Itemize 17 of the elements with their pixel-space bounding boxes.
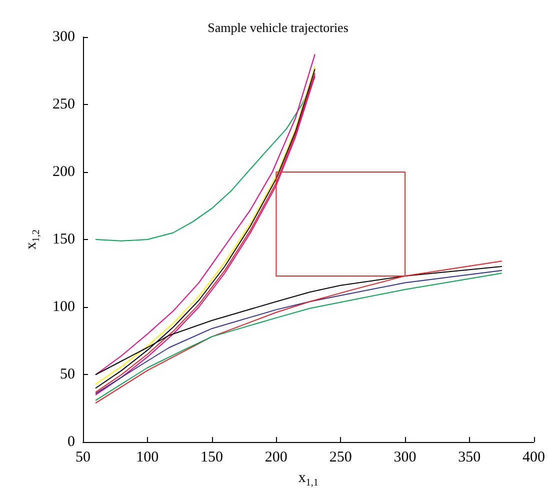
x-tick-label: 200 bbox=[264, 450, 288, 466]
y-tick-label: 200 bbox=[52, 164, 75, 180]
x-tick-label: 400 bbox=[522, 450, 545, 466]
y-tick-label: 300 bbox=[52, 29, 75, 45]
x-tick-label: 300 bbox=[394, 450, 416, 466]
y-tick-label: 100 bbox=[52, 299, 75, 315]
x-tick-label: 350 bbox=[458, 450, 481, 466]
x-tick-label: 50 bbox=[76, 450, 90, 466]
x-tick-label: 100 bbox=[136, 450, 159, 466]
y-axis-title: x1,2 bbox=[24, 230, 42, 250]
y-tick-label: 50 bbox=[60, 366, 75, 382]
y-tick-label: 250 bbox=[52, 96, 75, 112]
y-tick-label: 0 bbox=[68, 434, 75, 450]
y-tick-label: 150 bbox=[52, 232, 75, 248]
x-tick-label: 250 bbox=[329, 450, 352, 466]
chart-title: Sample vehicle trajectories bbox=[208, 20, 348, 35]
x-tick-label: 150 bbox=[200, 450, 224, 466]
